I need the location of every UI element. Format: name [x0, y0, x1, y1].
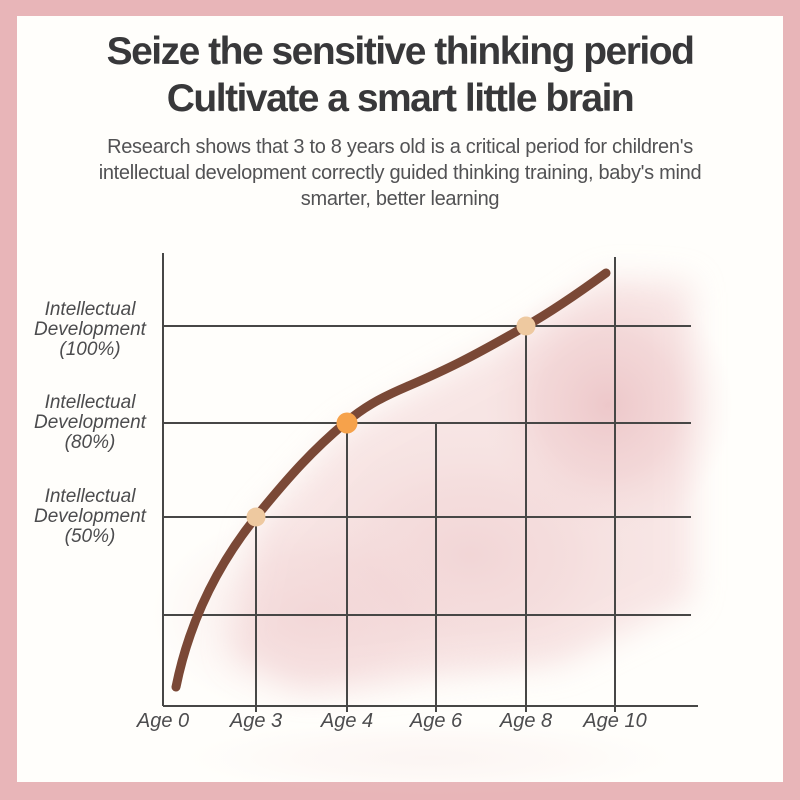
y-axis-label-100: Intellectual Development (100%): [24, 300, 156, 360]
title-line-1: Seize the sensitive thinking period: [106, 30, 695, 73]
y-axis-label-100-line1: Intellectual: [44, 299, 136, 320]
page-title: Seize the sensitive thinking period Cult…: [0, 28, 800, 122]
y-axis-label-80: Intellectual Development (80%): [24, 393, 156, 453]
y-axis-label-100-line2: Development: [34, 319, 146, 340]
x-axis-label-age4: Age 4: [320, 710, 374, 732]
y-axis-label-50-line3: (50%): [64, 526, 116, 547]
page-subtitle: Research shows that 3 to 8 years old is …: [0, 134, 800, 212]
subtitle-line-3: smarter, better learning: [300, 188, 500, 210]
x-axis-label-age10: Age 10: [583, 710, 647, 732]
chart-grid: [162, 253, 698, 712]
y-axis-label-100-line3: (100%): [59, 339, 121, 360]
y-axis-label-80-line3: (80%): [64, 432, 116, 453]
x-axis-label-age8: Age 8: [499, 710, 553, 732]
y-axis-label-80-line1: Intellectual: [44, 392, 136, 413]
x-axis-label-age0: Age 0: [136, 710, 190, 732]
marker-age3-50pct: [246, 507, 266, 527]
x-axis-label-age3: Age 3: [229, 710, 283, 732]
y-axis-label-50-line2: Development: [34, 506, 146, 527]
subtitle-line-2: intellectual development correctly guide…: [98, 162, 702, 184]
marker-age8-100pct: [516, 316, 536, 336]
subtitle-line-1: Research shows that 3 to 8 years old is …: [107, 136, 693, 158]
title-line-2: Cultivate a smart little brain: [166, 77, 635, 120]
wash-bottom-haze: [180, 720, 680, 796]
marker-age4-80pct: [336, 412, 358, 434]
y-axis-label-50-line1: Intellectual: [44, 486, 136, 507]
y-axis-label-80-line2: Development: [34, 412, 146, 433]
x-axis-label-age6: Age 6: [409, 710, 463, 732]
y-axis-label-50: Intellectual Development (50%): [24, 487, 156, 547]
